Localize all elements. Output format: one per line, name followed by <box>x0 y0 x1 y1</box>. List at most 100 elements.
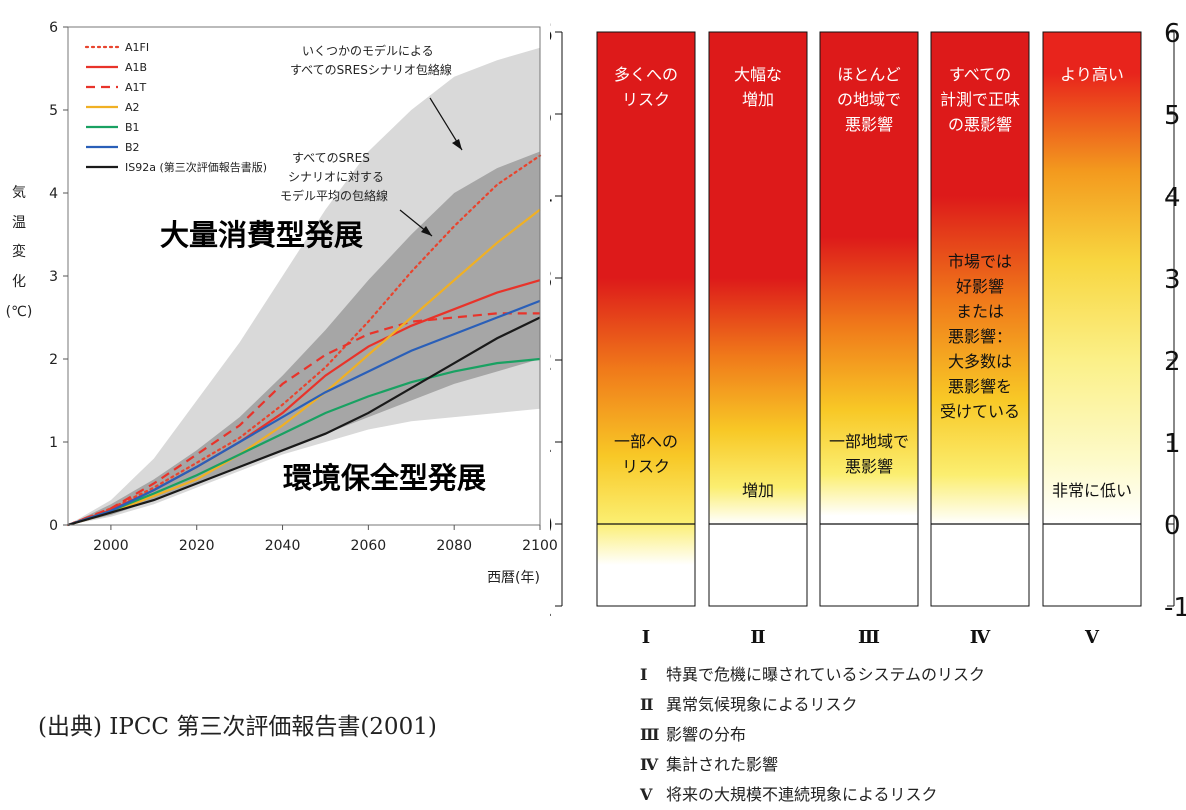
bar-bottom-label: 大多数は <box>948 352 1012 371</box>
y-axis-label: 気 温 変 化 (℃) <box>6 185 33 320</box>
envelope-layer <box>68 47 540 525</box>
bar-bottom-label: 市場では <box>948 252 1012 271</box>
annotation-text: すべてのSRES <box>292 151 370 165</box>
bar-bottom-label: または <box>956 302 1004 321</box>
bar-bottom-label: 悪影響 <box>845 457 893 476</box>
envelope-band-1 <box>68 47 540 525</box>
bar-bottom-label: 一部地域で <box>829 432 909 451</box>
legend-label: B2 <box>125 141 140 154</box>
risk-bars-chart: 多くへのリスク一部へのリスク大幅な増加増加ほとんどの地域で悪影響一部地域で悪影響… <box>550 19 1186 648</box>
bar-bottom-label: 一部への <box>614 432 678 451</box>
x-tick-label: 2000 <box>93 538 129 554</box>
bar-bottom-label: 増加 <box>742 481 774 500</box>
series-line-6 <box>67 299 541 527</box>
category-note: Ⅰ 特異で危機に曝されているシステムのリスク <box>640 660 985 690</box>
source-note: (出典) IPCC 第三次評価報告書(2001) <box>38 714 437 740</box>
temperature-projection-chart: 0 1 2 3 4 5 6 2000 2020 2040 2060 2080 2100 気 温 変 化 … <box>6 20 558 586</box>
x-tick-label: 2080 <box>436 538 472 554</box>
legend-label: A2 <box>125 101 140 114</box>
y-tick-label: 6 <box>49 20 58 36</box>
y-tick-label: 1 <box>1164 429 1181 459</box>
envelope-band-2 <box>68 151 540 525</box>
y-tick-label: 4 <box>49 186 58 202</box>
y-tick-label: -1 <box>1164 593 1186 623</box>
category-numeral: Ⅱ <box>640 695 654 714</box>
y-tick-label: 0 <box>550 511 553 541</box>
risk-bar <box>596 31 696 607</box>
bar-bottom-label: 非常に低い <box>1052 481 1132 500</box>
bar-top-label: すべての <box>949 65 1011 84</box>
y-tick-label: 6 <box>550 19 553 49</box>
bar-top-label: 計測で正味 <box>940 90 1020 109</box>
category-numeral: Ⅳ <box>640 755 659 774</box>
series-lines <box>66 154 542 527</box>
series-line-1 <box>66 154 542 527</box>
y-axis-label-char: 変 <box>12 243 26 260</box>
category-numeral: Ⅲ <box>640 725 660 744</box>
y-tick-label: 1 <box>550 429 553 459</box>
y-tick-label: 2 <box>49 352 58 368</box>
bar-top-label: リスク <box>622 90 670 109</box>
legend-label: B1 <box>125 121 140 134</box>
arrowhead <box>421 226 432 236</box>
legend-label: A1B <box>125 61 147 74</box>
y-tick-label: -1 <box>550 593 553 623</box>
bar-top-label: の悪影響 <box>948 115 1012 134</box>
y-tick-label: 6 <box>1164 19 1181 49</box>
y-tick-label: 0 <box>49 518 58 534</box>
series-line-4 <box>67 208 541 527</box>
annotation-text: すべてのSRESシナリオ包絡線 <box>290 62 452 77</box>
axis-ticks: 0 1 2 3 4 5 6 2000 2020 2040 2060 2080 2100 <box>49 20 558 554</box>
category-description: 影響の分布 <box>666 725 747 744</box>
category-description: 将来の大規模不連続現象によるリスク <box>666 785 938 804</box>
y-tick-label: 0 <box>1164 511 1181 541</box>
y-tick-label: 5 <box>1164 101 1181 131</box>
y-tick-label: 4 <box>1164 183 1181 213</box>
x-tick-label: 2100 <box>522 538 558 554</box>
legend: A1FI A1B A1T A2 B1 B2 IS92a (第三次評価報告書版) <box>84 41 267 174</box>
x-tick-label: 2040 <box>265 538 301 554</box>
category-legend: Ⅰ 特異で危機に曝されているシステムのリスク Ⅱ 異常気候現象によるリスク Ⅲ 影響の… <box>640 660 985 810</box>
bar-bottom-label: 受けている <box>940 402 1020 421</box>
risk-bar <box>1042 31 1142 607</box>
category-note: Ⅱ 異常気候現象によるリスク <box>640 690 985 720</box>
bar-top-label: より高い <box>1060 65 1124 84</box>
bar-bottom-label: 悪影響： <box>948 327 1012 346</box>
y-axis-label-char: 化 <box>12 274 26 290</box>
annotation-text: いくつかのモデルによる <box>302 43 434 58</box>
bar-top-label: ほとんど <box>837 65 901 84</box>
category-labels: Ⅰ Ⅱ Ⅲ Ⅳ Ⅴ <box>642 627 1100 648</box>
y-tick-label: 3 <box>49 269 58 285</box>
bar-top-label: の地域で <box>837 90 901 109</box>
x-tick-label: 2020 <box>179 538 215 554</box>
arrowhead <box>452 139 462 150</box>
y-tick-label: 5 <box>550 101 553 131</box>
risk-bar <box>930 31 1030 607</box>
y-tick-label: 2 <box>550 347 553 377</box>
risk-bar <box>708 31 808 607</box>
axis-ticks: -1 0 1 2 3 4 5 6 -1 0 1 2 3 4 5 6 <box>550 19 1186 623</box>
y-tick-label: 2 <box>1164 347 1181 377</box>
y-axis-label-char: 気 <box>12 185 26 201</box>
series-line-3 <box>67 312 540 527</box>
envelope-annotation-outer: いくつかのモデルによる すべてのSRESシナリオ包絡線 <box>290 43 452 77</box>
bar-bottom-label: 悪影響を <box>948 377 1012 396</box>
bar-top-label: 大幅な <box>734 65 782 84</box>
bar-bottom-label: リスク <box>622 457 670 476</box>
y-axis-label-char: (℃) <box>6 304 33 320</box>
bar-top-label: 多くへの <box>614 65 678 84</box>
category-label: Ⅲ <box>858 627 880 648</box>
category-label: Ⅴ <box>1084 627 1100 648</box>
risk-bars: 多くへのリスク一部へのリスク大幅な増加増加ほとんどの地域で悪影響一部地域で悪影響… <box>596 31 1142 607</box>
category-description: 集計された影響 <box>666 755 779 774</box>
series-line-7 <box>67 316 541 527</box>
x-axis-label: 西暦(年) <box>487 570 540 586</box>
x-tick-label: 2060 <box>351 538 387 554</box>
series-line-5 <box>67 357 541 527</box>
bar-bottom-label: 好影響 <box>956 277 1004 296</box>
category-numeral: Ⅰ <box>640 665 648 684</box>
category-description: 異常気候現象によるリスク <box>666 695 858 714</box>
annotation-environmental: 環境保全型発展 <box>283 461 486 495</box>
bar-top-label: 悪影響 <box>845 115 893 134</box>
y-axis-label-char: 温 <box>12 215 26 231</box>
